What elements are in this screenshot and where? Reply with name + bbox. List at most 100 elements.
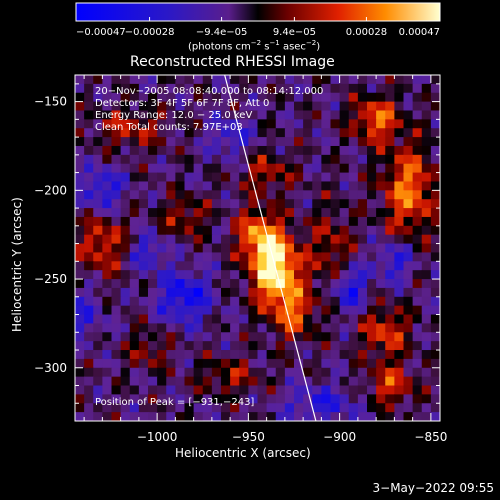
heatmap-cell: [138, 83, 149, 94]
heatmap-cell: [376, 163, 386, 174]
heatmap-cell: [284, 154, 295, 165]
heatmap-cell: [312, 75, 322, 85]
heatmap-cell: [175, 83, 186, 94]
heatmap-cell: [421, 261, 432, 271]
heatmap-cell: [266, 305, 277, 316]
heatmap-cell: [266, 367, 277, 378]
heatmap-cell: [330, 83, 341, 94]
heatmap-cell: [166, 216, 176, 227]
heatmap-cell: [84, 225, 94, 236]
heatmap-cell: [138, 305, 149, 316]
heatmap-cell: [257, 225, 268, 236]
heatmap-cell: [284, 225, 295, 236]
heatmap-cell: [266, 279, 277, 289]
heatmap-cell: [257, 181, 268, 191]
heatmap-cell: [294, 287, 304, 298]
heatmap-cell: [294, 376, 304, 387]
heatmap-cell: [321, 403, 332, 413]
heatmap-cell: [284, 305, 295, 316]
heatmap-cell: [385, 367, 395, 378]
heatmap-cell: [284, 261, 295, 271]
heatmap-cell: [75, 394, 85, 404]
heatmap-cell: [239, 323, 249, 333]
heatmap-cell: [84, 305, 94, 316]
heatmap-cell: [211, 394, 222, 404]
heatmap-cell: [84, 234, 94, 245]
heatmap-cell: [284, 208, 295, 218]
heatmap-cell: [175, 314, 186, 325]
heatmap-cell: [430, 181, 440, 191]
heatmap-cell: [421, 208, 432, 218]
heatmap-cell: [294, 225, 304, 236]
heatmap-cell: [166, 367, 176, 378]
heatmap-cell: [385, 190, 395, 200]
heatmap-cell: [294, 252, 304, 262]
heatmap-cell: [166, 128, 176, 138]
heatmap-cell: [275, 412, 286, 421]
heatmap-cell: [412, 172, 423, 183]
heatmap-cell: [367, 323, 377, 333]
heatmap-cell: [175, 394, 186, 404]
heatmap-cell: [202, 385, 213, 395]
heatmap-cell: [303, 323, 313, 333]
heatmap-cell: [257, 270, 268, 280]
heatmap-cell: [321, 261, 332, 271]
heatmap-cell: [412, 75, 423, 85]
heatmap-cell: [211, 128, 222, 138]
heatmap-cell: [312, 403, 322, 413]
heatmap-cell: [148, 119, 158, 129]
heatmap-cell: [102, 305, 113, 316]
heatmap-cell: [75, 367, 85, 378]
heatmap-cell: [193, 403, 204, 413]
heatmap-cell: [430, 128, 440, 138]
heatmap-cell: [321, 163, 332, 174]
heatmap-cell: [275, 323, 286, 333]
heatmap-cell: [294, 394, 304, 404]
heatmap-cell: [111, 154, 122, 165]
heatmap-cell: [211, 199, 222, 209]
heatmap-cell: [421, 403, 432, 413]
heatmap-cell: [248, 403, 259, 413]
heatmap-cell: [120, 234, 131, 245]
heatmap-cell: [239, 154, 249, 165]
heatmap-cell: [412, 83, 423, 94]
heatmap-cell: [421, 314, 432, 325]
heatmap-cell: [294, 119, 304, 129]
heatmap-cell: [376, 110, 386, 120]
heatmap-cell: [166, 181, 176, 191]
heatmap-cell: [148, 83, 158, 94]
heatmap-cell: [138, 296, 149, 307]
heatmap-cell: [348, 216, 359, 227]
heatmap-cell: [102, 119, 113, 129]
heatmap-cell: [294, 110, 304, 120]
colorbar-tick-label: 9.4e−05: [273, 27, 316, 38]
heatmap-cell: [148, 376, 158, 387]
heatmap-cell: [339, 163, 350, 174]
heatmap-cell: [221, 163, 231, 174]
heatmap-cell: [348, 296, 359, 307]
heatmap-cell: [120, 287, 131, 298]
heatmap-cell: [111, 305, 122, 316]
heatmap-cell: [266, 145, 277, 156]
heatmap-cell: [412, 137, 423, 147]
heatmap-cell: [412, 145, 423, 156]
heatmap-cell: [376, 154, 386, 165]
heatmap-cell: [129, 341, 140, 351]
heatmap-cell: [394, 261, 405, 271]
heatmap-cell: [184, 341, 195, 351]
heatmap-cell: [93, 181, 103, 191]
heatmap-cell: [202, 216, 213, 227]
heatmap-cell: [376, 128, 386, 138]
colorbar-units-exp2: −1: [269, 39, 280, 47]
heatmap-cell: [84, 279, 94, 289]
heatmap-cell: [138, 270, 149, 280]
heatmap-cell: [157, 75, 167, 85]
heatmap-cell: [357, 403, 368, 413]
heatmap-cell: [120, 394, 131, 404]
heatmap-cell: [430, 279, 440, 289]
heatmap-cell: [367, 216, 377, 227]
heatmap-cell: [221, 92, 231, 103]
heatmap-cell: [430, 234, 440, 245]
heatmap-cell: [248, 367, 259, 378]
heatmap-cell: [385, 225, 395, 236]
